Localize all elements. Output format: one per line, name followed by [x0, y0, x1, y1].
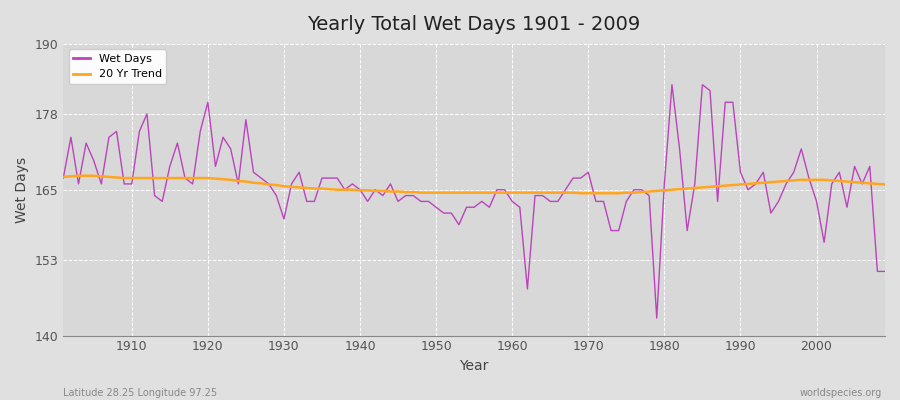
Legend: Wet Days, 20 Yr Trend: Wet Days, 20 Yr Trend — [68, 50, 166, 84]
Y-axis label: Wet Days: Wet Days — [15, 157, 29, 223]
Text: worldspecies.org: worldspecies.org — [800, 388, 882, 398]
Title: Yearly Total Wet Days 1901 - 2009: Yearly Total Wet Days 1901 - 2009 — [308, 15, 641, 34]
X-axis label: Year: Year — [460, 359, 489, 373]
Text: Latitude 28.25 Longitude 97.25: Latitude 28.25 Longitude 97.25 — [63, 388, 217, 398]
